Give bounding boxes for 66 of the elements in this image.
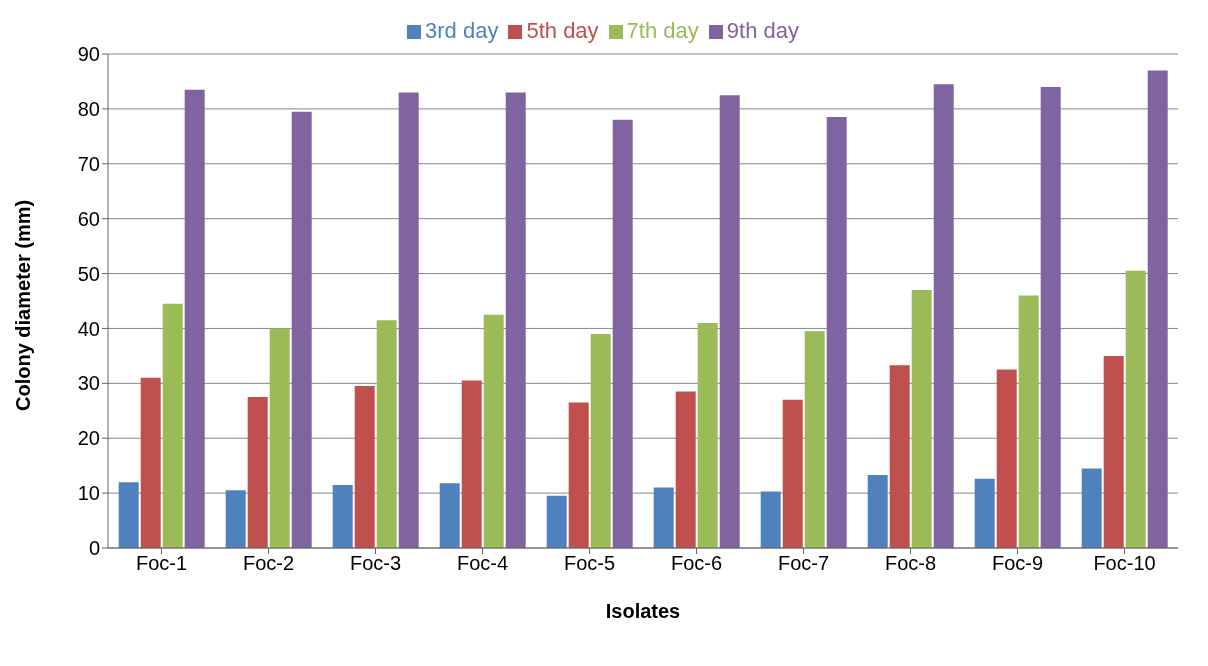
bar xyxy=(911,290,932,548)
bar xyxy=(140,377,161,548)
bar xyxy=(1103,355,1124,548)
y-tick-label: 0 xyxy=(88,537,100,560)
bar xyxy=(354,386,375,548)
bar xyxy=(1018,295,1039,548)
bar xyxy=(439,483,460,548)
y-tick-label: 50 xyxy=(77,262,100,285)
bar xyxy=(332,484,353,548)
bar xyxy=(184,89,205,548)
x-tick-label: Foc-9 xyxy=(991,552,1044,575)
bar xyxy=(612,119,633,548)
bar xyxy=(719,95,740,548)
y-tick-label: 20 xyxy=(77,427,100,450)
bar xyxy=(867,475,888,548)
bar xyxy=(974,478,995,548)
bar xyxy=(889,365,910,548)
bar xyxy=(996,369,1017,548)
x-tick-label: Foc-5 xyxy=(563,552,616,575)
bar xyxy=(505,92,526,548)
y-axis-title: Colony diameter (mm) xyxy=(12,199,35,411)
legend-label: 3rd day xyxy=(425,18,499,43)
x-tick-label: Foc-10 xyxy=(1093,552,1156,575)
bar xyxy=(568,402,589,548)
x-tick-label: Foc-6 xyxy=(670,552,723,575)
bar xyxy=(483,314,504,548)
y-tick-label: 90 xyxy=(77,43,100,66)
bar xyxy=(675,391,696,548)
x-tick-label: Foc-1 xyxy=(135,552,188,575)
y-tick-label: 30 xyxy=(77,372,100,395)
x-tick-label: Foc-2 xyxy=(242,552,295,575)
bar xyxy=(247,397,268,548)
bar xyxy=(782,399,803,548)
y-tick-label: 10 xyxy=(77,482,100,505)
legend-label: 9th day xyxy=(726,18,799,43)
bar xyxy=(933,84,954,548)
x-tick-label: Foc-8 xyxy=(884,552,937,575)
bar xyxy=(118,482,139,548)
y-tick-label: 80 xyxy=(77,97,100,120)
y-tick-label: 70 xyxy=(77,152,100,175)
bar xyxy=(826,117,847,548)
bar xyxy=(590,333,611,548)
x-tick-label: Foc-4 xyxy=(456,552,509,575)
bar xyxy=(162,303,183,548)
x-tick-label: Foc-3 xyxy=(349,552,402,575)
x-axis-title: Isolates xyxy=(605,600,681,622)
y-tick-label: 60 xyxy=(77,207,100,230)
bar xyxy=(1147,70,1168,548)
legend-label: 5th day xyxy=(526,18,599,43)
bar xyxy=(398,92,419,548)
bar xyxy=(697,322,718,548)
bar xyxy=(653,487,674,548)
legend-label: 7th day xyxy=(626,18,699,43)
bar xyxy=(291,111,312,548)
bar xyxy=(804,331,825,548)
x-tick-label: Foc-7 xyxy=(777,552,830,575)
bar xyxy=(269,328,290,548)
y-tick-label: 40 xyxy=(77,317,100,340)
bar xyxy=(376,320,397,548)
bar xyxy=(760,491,781,548)
bar xyxy=(546,495,567,548)
bar xyxy=(461,380,482,548)
bar xyxy=(1125,270,1146,548)
bar xyxy=(1040,86,1061,548)
bar xyxy=(1081,468,1102,548)
bar xyxy=(225,490,246,548)
